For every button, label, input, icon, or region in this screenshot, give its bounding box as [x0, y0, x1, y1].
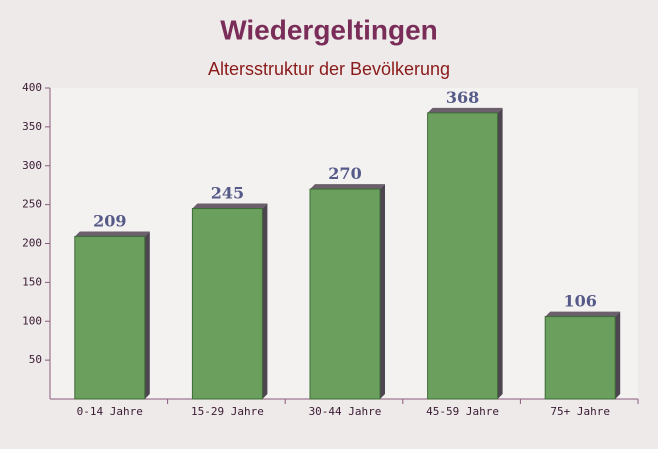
x-tick-label: 15-29 Jahre	[191, 405, 264, 418]
x-tick-label: 30-44 Jahre	[309, 405, 382, 418]
y-tick-label: 250	[22, 198, 42, 211]
y-tick-label: 50	[29, 353, 42, 366]
bar-side	[615, 311, 621, 399]
value-label: 106	[563, 292, 596, 311]
value-label: 209	[93, 212, 126, 231]
bar	[74, 236, 146, 400]
x-tick-label: 45-59 Jahre	[426, 405, 499, 418]
bar-side	[380, 184, 385, 399]
bar-side	[262, 203, 268, 399]
y-tick-label: 150	[22, 275, 42, 288]
value-label: 245	[211, 184, 244, 203]
y-tick-label: 300	[22, 159, 42, 172]
bar-top	[74, 231, 150, 237]
x-tick-label: 0-14 Jahre	[77, 405, 143, 418]
bar-top	[192, 203, 268, 209]
chart-subtitle: Altersstruktur der Bevölkerung	[208, 59, 450, 79]
y-tick-label: 350	[22, 120, 42, 133]
x-tick-label: 75+ Jahre	[550, 405, 610, 418]
value-label: 368	[446, 88, 479, 107]
bar	[191, 208, 263, 400]
bar-top	[310, 184, 385, 190]
y-tick-label: 400	[22, 81, 42, 94]
bar	[544, 316, 616, 400]
bar	[427, 112, 499, 400]
value-label: 270	[328, 164, 361, 183]
y-tick-label: 100	[22, 314, 42, 327]
bar	[309, 188, 381, 400]
chart-title: Wiedergeltingen	[220, 14, 438, 45]
y-tick-label: 200	[22, 237, 42, 250]
bar-side	[144, 231, 150, 399]
bar-top	[427, 107, 503, 113]
bar-top	[545, 311, 621, 317]
bar-side	[497, 107, 503, 399]
